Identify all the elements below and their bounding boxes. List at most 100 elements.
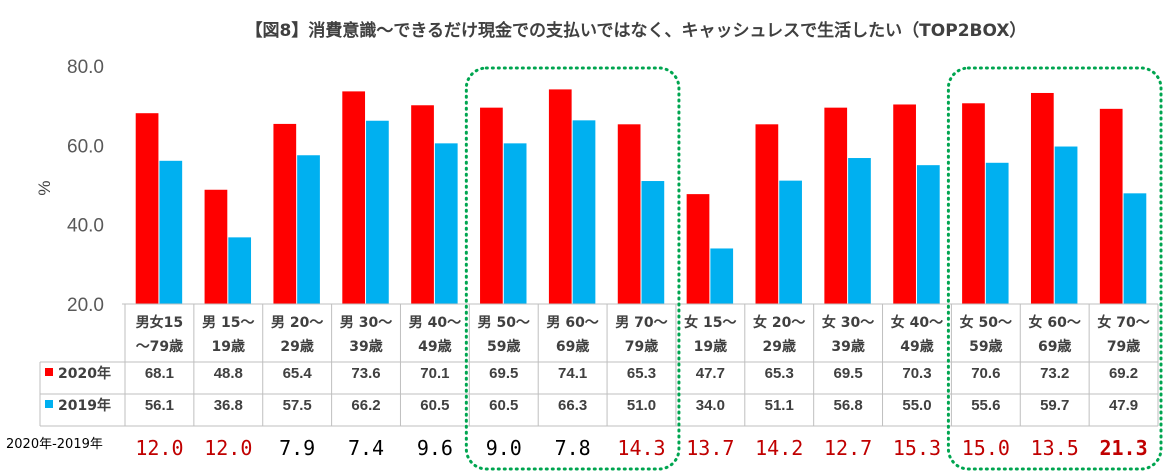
category-label-line2: 〜79歳 <box>136 338 183 355</box>
data-label: 69.5 <box>489 365 518 382</box>
category-label-line1: 男 40〜 <box>409 315 461 331</box>
data-label: 65.3 <box>765 365 794 382</box>
category-label-line1: 女 20〜 <box>753 314 805 331</box>
data-table: 2020年 68.1 48.8 65.4 73.6 70.1 69.5 74.1 65.3 47.… <box>45 365 1138 414</box>
bar-2019-3 <box>366 120 389 305</box>
data-label: 56.1 <box>145 397 174 414</box>
legend-label: 2020年 <box>58 365 111 382</box>
data-label: 56.8 <box>833 397 862 414</box>
bar-2020-7 <box>617 124 641 304</box>
category-label-line1: 女 40〜 <box>891 314 943 331</box>
difference-value: 14.2 <box>755 436 803 460</box>
difference-value: 12.0 <box>204 436 252 460</box>
difference-value: 12.0 <box>135 436 183 460</box>
category-label-line2: 39歳 <box>831 338 864 355</box>
difference-value: 12.7 <box>824 436 872 460</box>
legend-swatch-0 <box>45 368 53 376</box>
category-label-line2: 59歳 <box>487 338 520 355</box>
difference-value: 13.7 <box>686 436 734 460</box>
category-label-line1: 男 30〜 <box>340 315 392 331</box>
data-label: 66.2 <box>351 397 380 414</box>
bar-2020-6 <box>548 89 572 304</box>
y-tick-label: 60.0 <box>67 136 104 157</box>
category-label-line1: 女 60〜 <box>1029 314 1081 331</box>
category-label-line1: 男 15〜 <box>202 315 254 331</box>
data-label: 36.8 <box>214 397 243 414</box>
difference-row: 2020年-2019年 12.0 12.0 7.9 7.4 9.6 9.0 7.8 14.3 13… <box>6 436 1148 460</box>
bar-2020-3 <box>342 91 366 305</box>
difference-value: 14.3 <box>617 436 665 460</box>
category-label-line2: 79歳 <box>1107 338 1140 355</box>
data-label: 69.5 <box>833 365 862 382</box>
bar-2020-2 <box>273 123 297 304</box>
chart-title: 【図8】消費意識〜できるだけ現金での支払いではなく、キャッシュレスで生活したい（… <box>246 20 1027 41</box>
bar-2019-14 <box>1123 193 1147 304</box>
difference-row-label: 2020年-2019年 <box>6 437 103 452</box>
data-label: 69.2 <box>1109 365 1138 382</box>
legend-swatch-1 <box>45 400 53 408</box>
category-label-line1: 女 70〜 <box>1097 314 1149 331</box>
bar-2020-13 <box>1030 92 1054 305</box>
bar-2019-2 <box>297 155 320 304</box>
y-tick-label: 80.0 <box>67 57 104 78</box>
category-label-line2: 29歳 <box>280 338 313 355</box>
data-table-grid <box>39 303 1159 427</box>
bar-2019-10 <box>848 158 871 304</box>
bars <box>135 89 1147 305</box>
data-label: 57.5 <box>283 397 312 414</box>
data-label: 59.7 <box>1040 397 1069 414</box>
highlight-group-0 <box>464 66 681 471</box>
bar-2019-4 <box>434 143 458 304</box>
bar-2020-14 <box>1099 108 1123 304</box>
bar-2019-12 <box>985 162 1009 304</box>
data-label: 73.2 <box>1040 365 1069 382</box>
difference-value: 7.4 <box>348 436 384 460</box>
bar-2019-13 <box>1054 146 1078 304</box>
data-label: 65.4 <box>283 365 313 382</box>
data-label: 47.7 <box>696 365 725 382</box>
category-label-line1: 男 20〜 <box>271 315 323 331</box>
bar-2019-8 <box>710 248 734 304</box>
category-label-line2: 49歳 <box>900 338 933 355</box>
data-label: 65.3 <box>627 365 656 382</box>
bar-2020-4 <box>411 105 434 305</box>
difference-value: 15.0 <box>962 436 1010 460</box>
y-axis-ticks: 20.0 40.0 60.0 80.0 <box>67 57 104 316</box>
bar-2020-5 <box>480 107 503 305</box>
legend-label: 2019年 <box>58 397 111 414</box>
difference-value: 7.8 <box>555 436 591 460</box>
difference-value: 7.9 <box>279 436 315 460</box>
bar-2019-0 <box>159 160 183 304</box>
data-label: 73.6 <box>351 365 380 382</box>
data-label: 47.9 <box>1109 397 1138 414</box>
data-label: 74.1 <box>558 365 587 382</box>
bar-2019-6 <box>572 120 596 305</box>
bar-2019-11 <box>916 165 940 304</box>
category-label-line2: 19歳 <box>212 338 245 355</box>
data-label: 51.0 <box>627 397 656 414</box>
bar-2020-10 <box>824 107 848 305</box>
category-label-line1: 女 50〜 <box>960 314 1012 331</box>
data-label: 70.1 <box>420 365 449 382</box>
bar-2020-9 <box>755 124 779 304</box>
category-label-line1: 男女15 <box>136 314 183 331</box>
highlight-group-1 <box>946 66 1163 471</box>
bar-2020-1 <box>204 189 228 304</box>
category-label-line2: 39歳 <box>349 338 382 355</box>
category-label-line2: 49歳 <box>418 338 451 355</box>
category-label-line2: 59歳 <box>969 338 1002 355</box>
difference-value: 9.6 <box>417 436 453 460</box>
highlight-groups <box>464 66 1163 471</box>
category-label-line2: 79歳 <box>625 338 658 355</box>
data-label: 60.5 <box>420 397 449 414</box>
data-label: 70.6 <box>971 365 1000 382</box>
data-label: 48.8 <box>214 365 243 382</box>
category-label-line1: 女 30〜 <box>822 314 874 331</box>
y-tick-label: 40.0 <box>67 216 104 237</box>
category-label-line1: 女 15〜 <box>684 314 736 331</box>
data-label: 68.1 <box>145 365 174 382</box>
category-label-line2: 69歳 <box>556 338 589 355</box>
category-label-line1: 男 50〜 <box>478 315 530 331</box>
category-label-line2: 29歳 <box>762 338 795 355</box>
